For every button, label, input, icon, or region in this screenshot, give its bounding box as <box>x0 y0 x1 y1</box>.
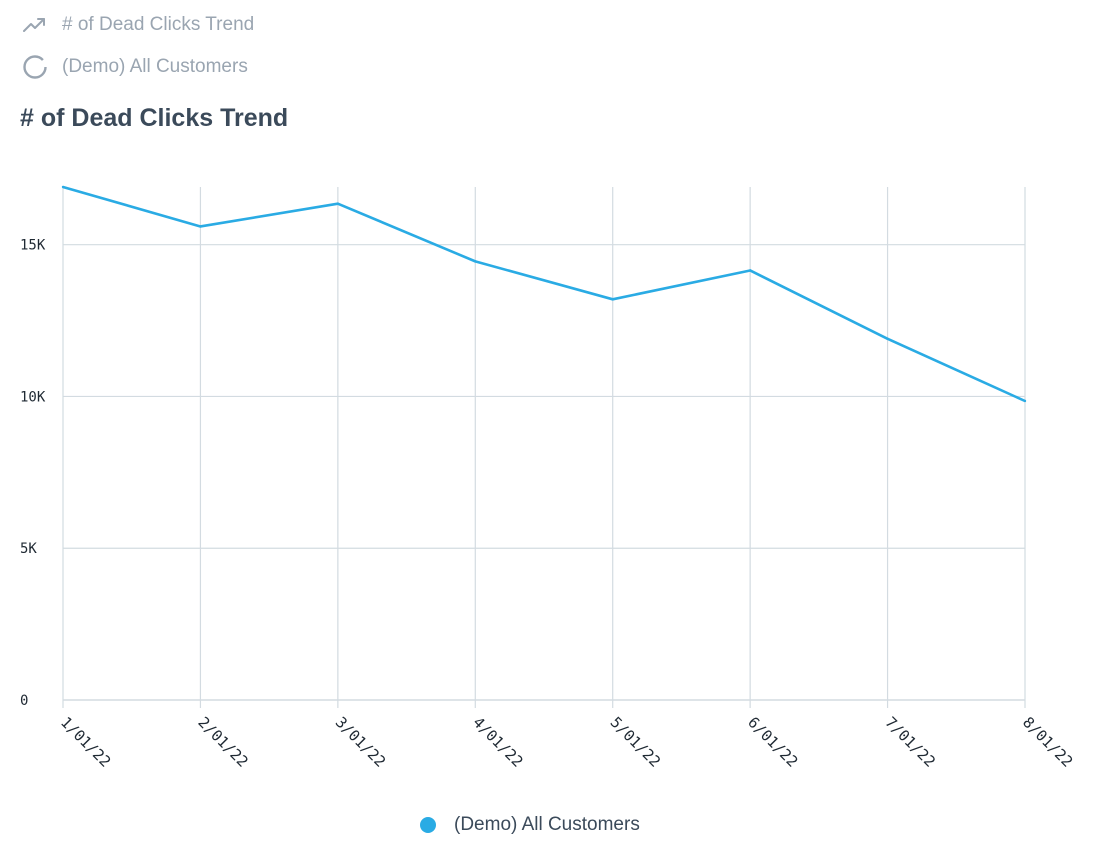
data-point[interactable] <box>336 202 340 205</box>
y-tick-label: 15K <box>20 238 46 254</box>
data-point[interactable] <box>199 225 202 228</box>
x-tick-label: 4/01/22 <box>469 713 526 770</box>
series-group <box>61 185 1027 403</box>
metric-row: # of Dead Clicks Trend <box>22 12 254 38</box>
chart-legend: (Demo) All Customers <box>420 814 640 836</box>
data-point[interactable] <box>61 185 65 189</box>
metric-name: # of Dead Clicks Trend <box>62 14 255 35</box>
y-tick-labels: 0 5K 10K 15K <box>20 238 46 709</box>
x-tick-label: 7/01/22 <box>882 713 939 770</box>
data-point[interactable] <box>886 337 889 340</box>
x-tick-label: 5/01/22 <box>607 713 664 770</box>
segment-row: (Demo) All Customers <box>22 54 248 80</box>
trend-line-icon <box>22 12 48 38</box>
data-point[interactable] <box>748 269 752 272</box>
x-tick-label: 3/01/22 <box>332 713 389 770</box>
data-point[interactable] <box>474 260 477 263</box>
legend-swatch <box>420 817 436 833</box>
loading-ring-icon <box>22 54 48 80</box>
segment-name: (Demo) All Customers <box>62 56 248 77</box>
x-gridlines <box>62 187 1026 708</box>
y-tick-label: 0 <box>20 693 28 709</box>
x-tick-label: 6/01/22 <box>744 713 801 770</box>
x-tick-label: 2/01/22 <box>194 713 251 770</box>
data-point[interactable] <box>611 298 614 301</box>
line-chart: 0 5K 10K 15K 1/01/22 2/01/22 3/01/22 4/01/22 5/… <box>20 185 1076 771</box>
x-tick-label: 8/01/22 <box>1019 713 1076 770</box>
page-title: # of Dead Clicks Trend <box>20 104 289 132</box>
y-gridlines <box>63 244 1025 549</box>
x-tick-labels: 1/01/22 2/01/22 3/01/22 4/01/22 5/01/22 6/01/… <box>57 713 1076 770</box>
series-line <box>62 185 1026 403</box>
data-point[interactable] <box>1023 399 1027 403</box>
y-tick-label: 5K <box>20 541 37 557</box>
x-tick-label: 1/01/22 <box>57 713 114 770</box>
y-tick-label: 10K <box>20 389 46 405</box>
legend-label: (Demo) All Customers <box>454 814 640 835</box>
